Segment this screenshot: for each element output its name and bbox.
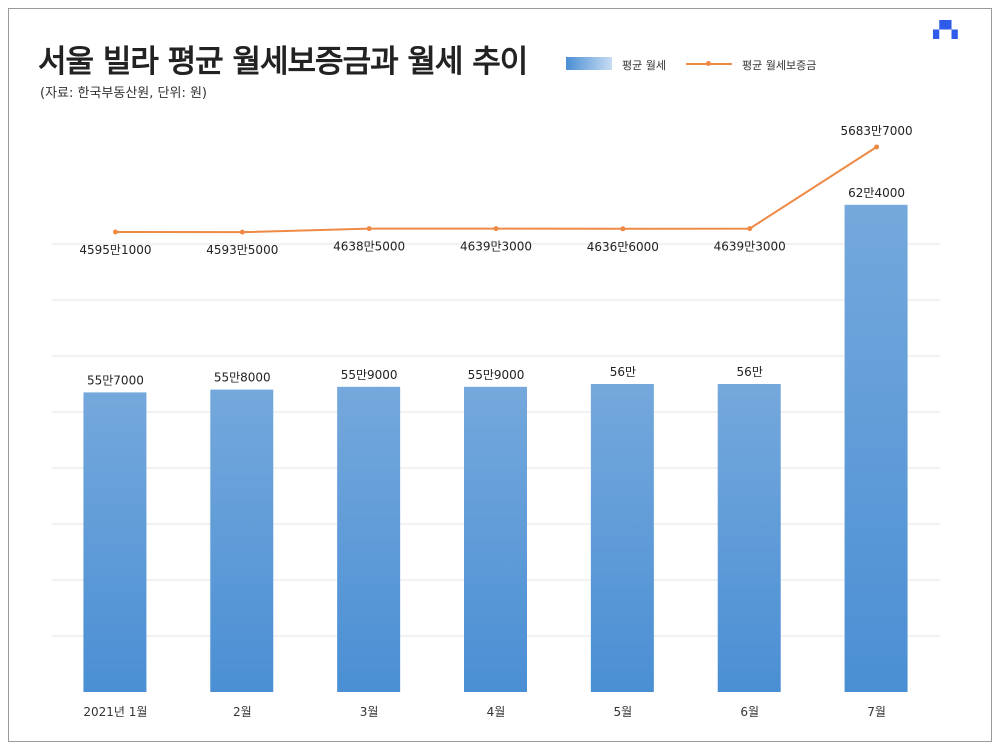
- line-point: [620, 226, 626, 232]
- x-tick-label: 6월: [740, 705, 759, 719]
- line-data-label: 4639만3000: [460, 240, 532, 254]
- dabang-logo: ▞▚: [933, 20, 958, 39]
- bar: [844, 204, 908, 693]
- line-data-label: 4639만3000: [714, 240, 786, 254]
- line-point: [874, 144, 880, 150]
- legend-line-swatch: [686, 61, 732, 66]
- line-data-label: 4595만1000: [79, 243, 151, 257]
- line-data-label: 4593만5000: [206, 243, 278, 257]
- x-tick-label: 2월: [233, 705, 252, 719]
- bar: [210, 389, 274, 692]
- bar-data-label: 56만: [610, 365, 636, 379]
- line-point: [493, 226, 499, 232]
- bar-data-label: 55만9000: [341, 368, 398, 382]
- bar: [337, 386, 401, 692]
- bar-data-label: 62만4000: [848, 186, 905, 200]
- bar: [717, 384, 781, 692]
- line-series: [115, 146, 878, 234]
- line-point: [747, 226, 753, 232]
- chart-subtitle: (자료: 한국부동산원, 단위: 원): [40, 86, 207, 101]
- line-data-label: 5683만7000: [841, 124, 913, 138]
- line-point: [366, 226, 372, 232]
- bar: [590, 384, 654, 692]
- line-point: [239, 229, 245, 235]
- chart-title: 서울 빌라 평균 월세보증금과 월세 추이: [38, 44, 528, 80]
- x-tick-label: 7월: [867, 705, 886, 719]
- bar: [464, 386, 527, 692]
- bar-data-label: 55만7000: [87, 373, 144, 387]
- x-tick-label: 2021년 1월: [83, 705, 147, 719]
- legend-bar-swatch: [566, 57, 612, 70]
- x-tick-label: 5월: [614, 705, 633, 719]
- bar-data-label: 55만8000: [214, 371, 271, 385]
- line-point: [112, 229, 118, 235]
- legend-bar-label: 평균 월세: [622, 59, 666, 72]
- x-tick-label: 3월: [360, 705, 379, 719]
- bar-data-label: 56만: [737, 365, 763, 379]
- legend-line-label: 평균 월세보증금: [742, 59, 817, 72]
- x-tick-label: 4월: [487, 705, 506, 719]
- bar: [83, 392, 147, 692]
- line-data-label: 4636만6000: [587, 240, 659, 254]
- line-data-label: 4638만5000: [333, 240, 405, 254]
- bar-data-label: 55만9000: [468, 368, 525, 382]
